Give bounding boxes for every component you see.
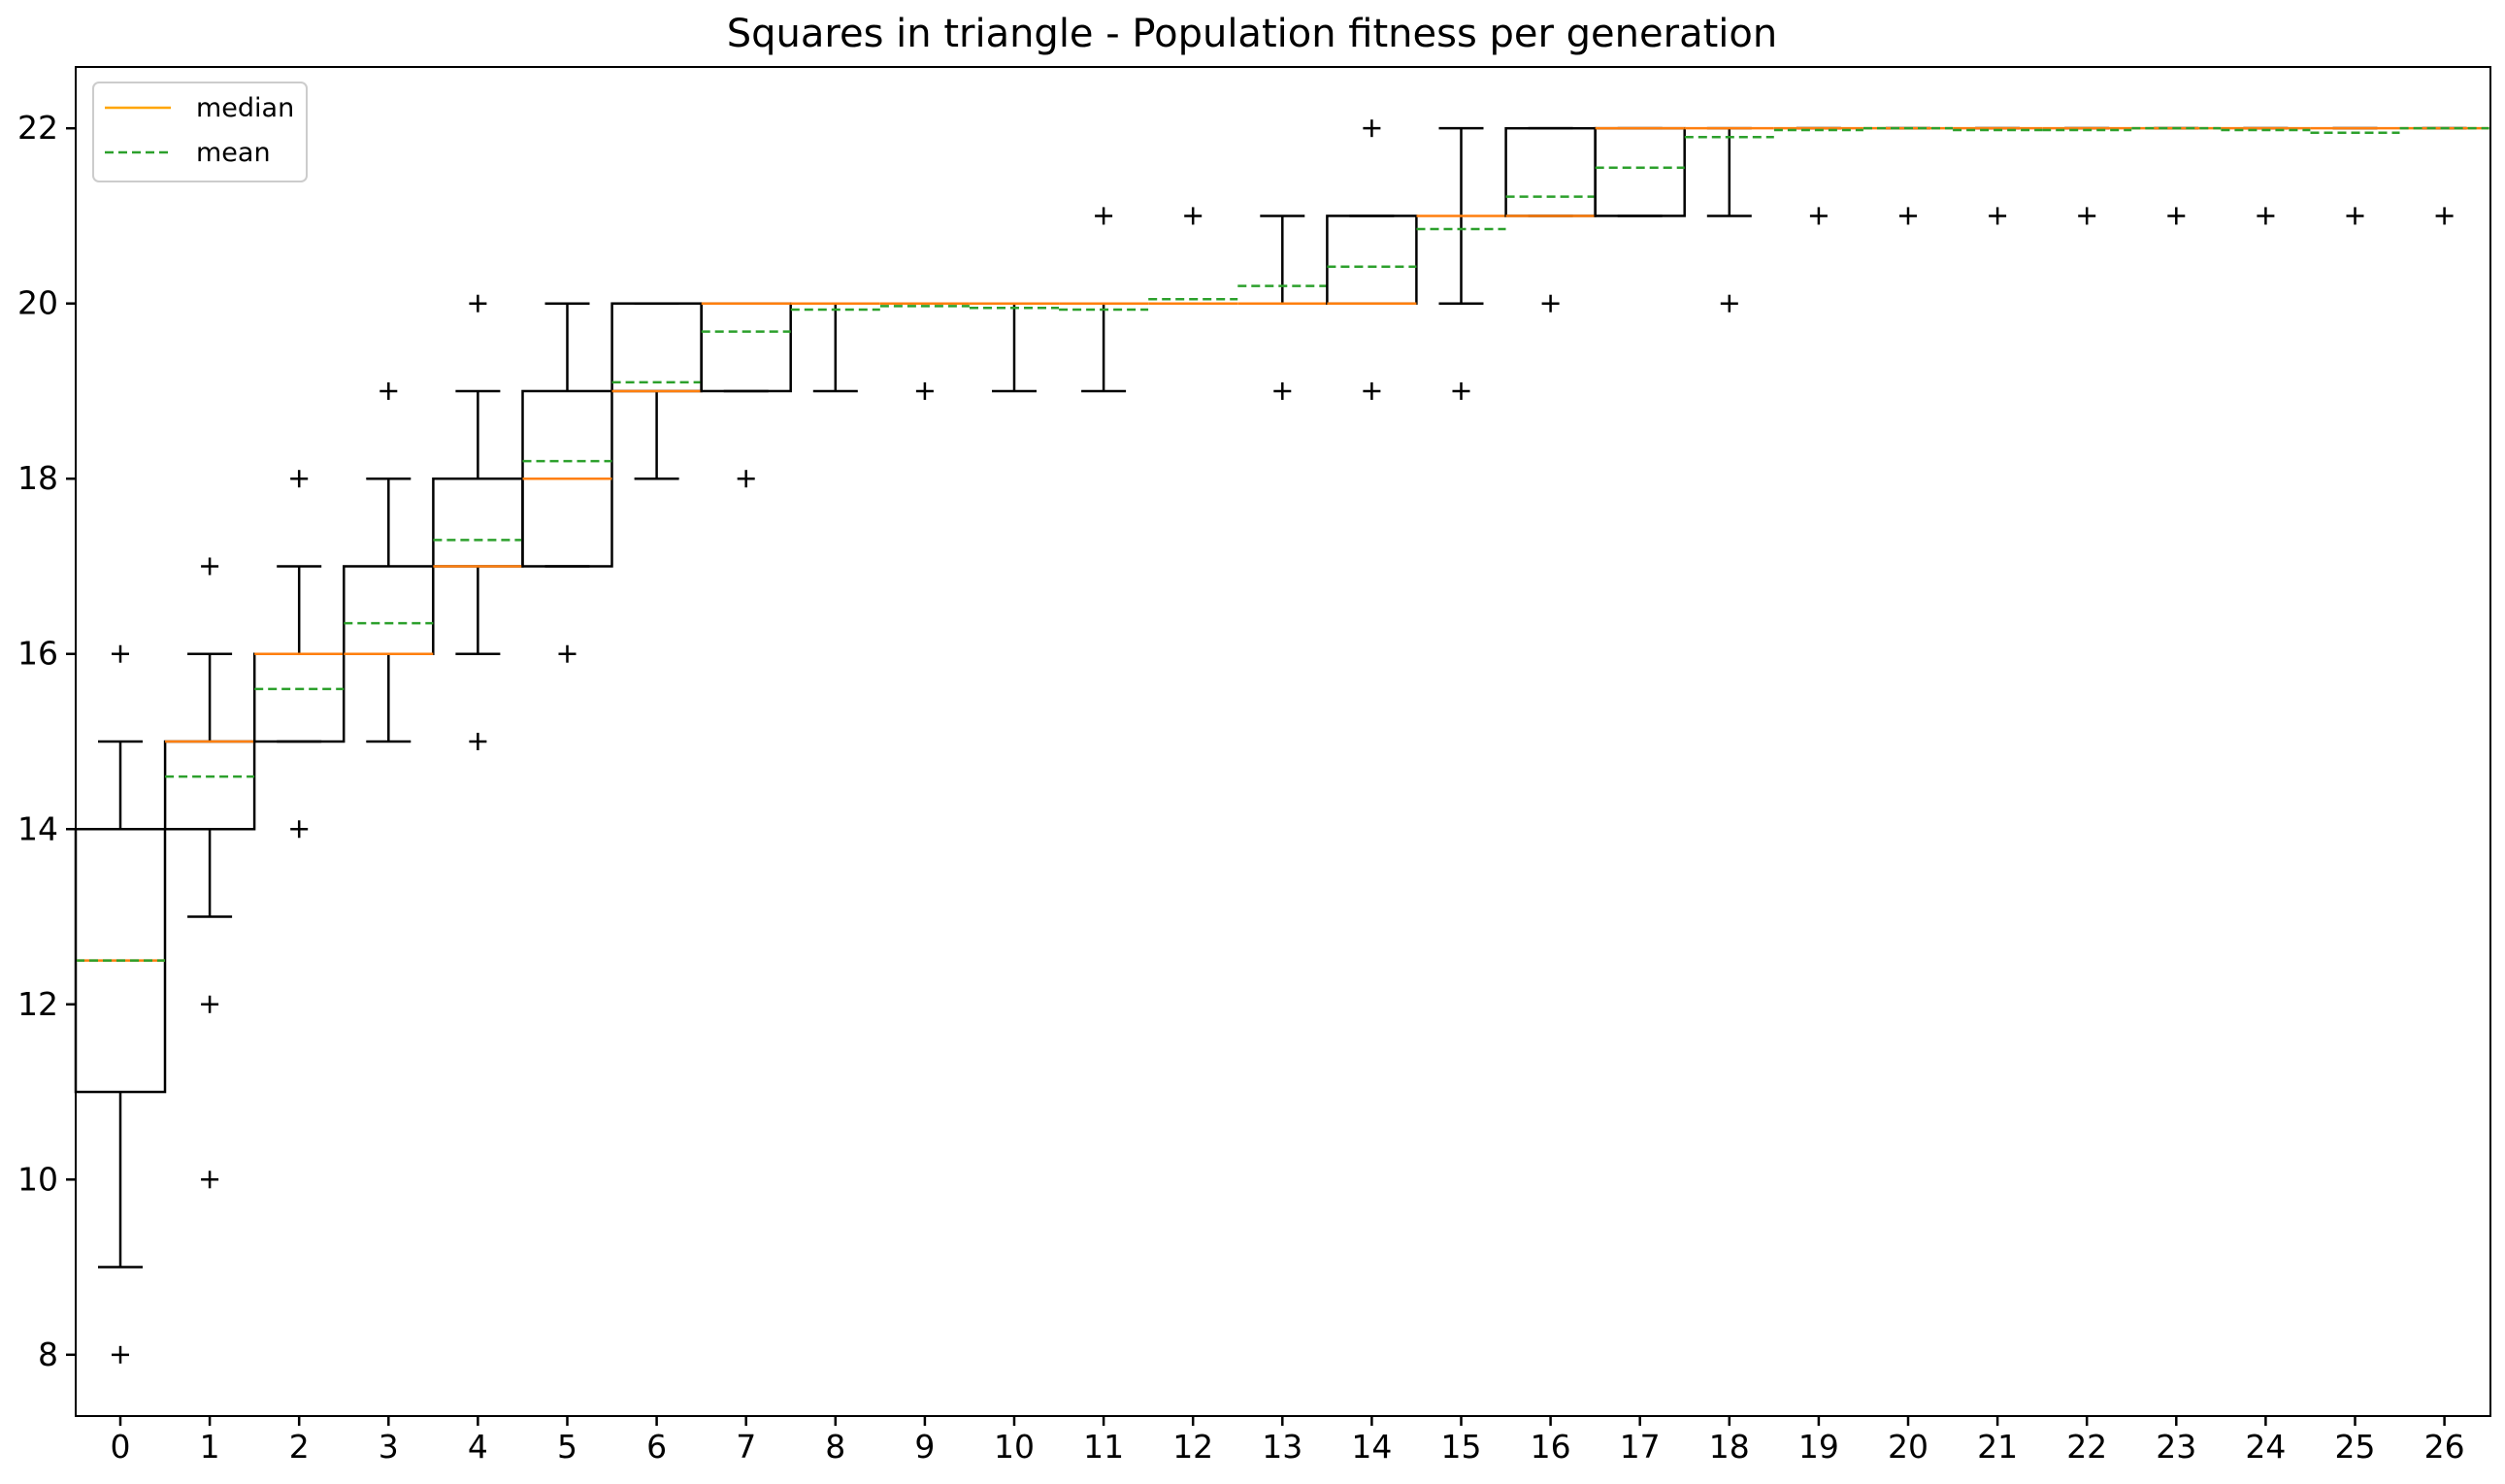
y-tick-label: 20 <box>17 284 58 322</box>
flier-marker <box>1363 119 1381 138</box>
x-tick-label: 20 <box>1888 1428 1928 1466</box>
x-tick-label: 7 <box>736 1428 756 1466</box>
box <box>1504 126 1597 217</box>
axes-frame <box>75 66 2491 1417</box>
flier-marker <box>379 381 398 400</box>
x-tick-label: 13 <box>1262 1428 1302 1466</box>
x-tick-label: 8 <box>825 1428 845 1466</box>
flier-marker <box>290 820 309 839</box>
y-tick-label: 10 <box>17 1160 58 1198</box>
flier-marker <box>1720 294 1738 313</box>
flier-marker <box>2257 207 2275 225</box>
x-tick-label: 16 <box>1531 1428 1571 1466</box>
x-tick-label: 25 <box>2335 1428 2376 1466</box>
legend-mean-label: mean <box>196 138 271 168</box>
x-tick-label: 5 <box>557 1428 577 1466</box>
x-tick-label: 11 <box>1083 1428 1124 1466</box>
x-tick-label: 17 <box>1620 1428 1661 1466</box>
box <box>343 565 435 655</box>
flier-marker <box>915 381 934 400</box>
box <box>1594 126 1686 217</box>
flier-marker <box>1541 294 1560 313</box>
flier-marker <box>558 644 577 663</box>
flier-marker <box>2167 207 2186 225</box>
x-tick-label: 19 <box>1798 1428 1839 1466</box>
flier-marker <box>112 1345 129 1364</box>
x-tick-label: 15 <box>1441 1428 1482 1466</box>
x-tick-label: 2 <box>289 1428 310 1466</box>
legend-median-label: median <box>196 93 294 123</box>
box <box>610 302 703 393</box>
flier-marker <box>1809 207 1828 225</box>
y-tick-label: 8 <box>38 1336 58 1373</box>
x-tick-label: 22 <box>2066 1428 2107 1466</box>
x-tick-label: 23 <box>2156 1428 2196 1466</box>
flier-marker <box>2435 207 2454 225</box>
y-tick-label: 14 <box>17 809 58 847</box>
x-tick-label: 12 <box>1172 1428 1213 1466</box>
y-tick-label: 22 <box>17 109 58 147</box>
x-tick-label: 0 <box>111 1428 131 1466</box>
x-tick-label: 9 <box>914 1428 935 1466</box>
box <box>252 652 346 743</box>
x-tick-label: 3 <box>379 1428 399 1466</box>
x-tick-label: 1 <box>200 1428 220 1466</box>
flier-marker <box>469 294 487 313</box>
flier-marker <box>1273 381 1292 400</box>
x-tick-label: 26 <box>2424 1428 2465 1466</box>
box <box>432 477 524 568</box>
flier-marker <box>1452 381 1470 400</box>
x-tick-label: 21 <box>1977 1428 2018 1466</box>
flier-marker <box>1899 207 1917 225</box>
flier-marker <box>1363 381 1381 400</box>
box <box>700 302 792 393</box>
flier-marker <box>1095 207 1113 225</box>
flier-marker <box>737 470 755 488</box>
x-tick-label: 24 <box>2245 1428 2286 1466</box>
legend: median mean <box>92 82 308 182</box>
x-tick-label: 10 <box>994 1428 1035 1466</box>
x-tick-label: 18 <box>1709 1428 1750 1466</box>
y-tick-label: 12 <box>17 985 58 1023</box>
x-tick-label: 6 <box>646 1428 667 1466</box>
flier-marker <box>112 644 129 663</box>
chart-title: Squares in triangle - Population fitness… <box>727 12 1777 56</box>
flier-marker <box>2346 207 2364 225</box>
x-tick-label: 4 <box>468 1428 488 1466</box>
flier-marker <box>2078 207 2096 225</box>
y-tick-label: 18 <box>17 459 58 497</box>
flier-marker <box>469 733 487 750</box>
flier-marker <box>1989 207 2007 225</box>
flier-marker <box>290 470 309 488</box>
box <box>163 740 256 831</box>
flier-marker <box>201 557 219 576</box>
flier-marker <box>201 995 219 1013</box>
x-tick-label: 14 <box>1351 1428 1392 1466</box>
flier-marker <box>201 1171 219 1189</box>
y-tick-label: 16 <box>17 635 58 673</box>
box <box>1326 214 1418 305</box>
flier-marker <box>1184 207 1203 225</box>
